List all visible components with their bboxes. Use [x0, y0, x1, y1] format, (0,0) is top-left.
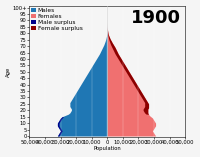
X-axis label: Population: Population	[93, 146, 121, 152]
Legend: Males, Females, Male surplus, Female surplus: Males, Females, Male surplus, Female sur…	[31, 8, 83, 32]
Y-axis label: Age: Age	[6, 67, 11, 77]
Text: 1900: 1900	[131, 9, 181, 27]
